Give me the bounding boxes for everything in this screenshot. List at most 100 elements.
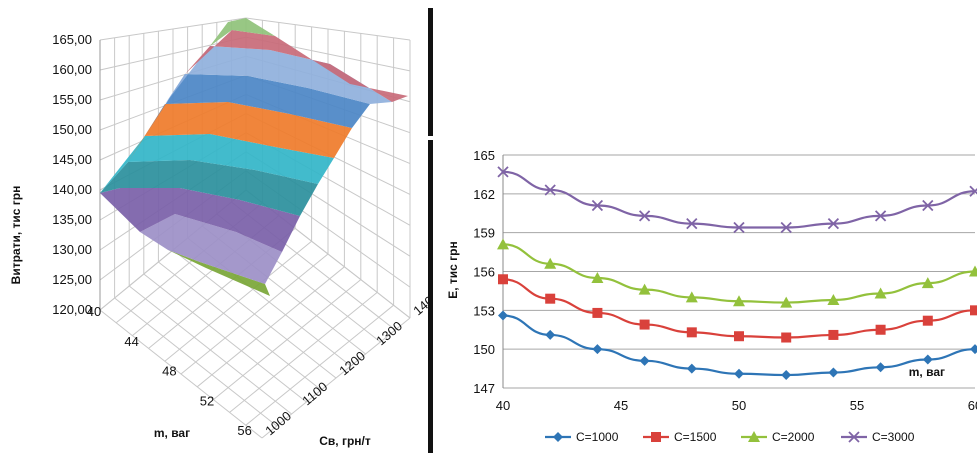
c-tick-label: 1100 — [299, 379, 330, 408]
legend: C=1000 C=1500 C=2000 C=3000 — [545, 430, 915, 444]
x-tick-label: 55 — [850, 398, 864, 413]
x-tick-label: 50 — [732, 398, 746, 413]
grid-line — [196, 266, 345, 388]
z-tick-label: 145,00 — [52, 152, 92, 167]
legend-marker — [848, 431, 860, 443]
data-point — [639, 319, 650, 330]
data-point — [922, 199, 934, 212]
surface-band — [128, 102, 352, 162]
data-point — [497, 166, 509, 178]
z-tick-label: 130,00 — [52, 242, 92, 257]
surface-band — [140, 214, 282, 284]
c-tick-label: 1400 — [410, 288, 428, 318]
z-tick-label: 120,00 — [52, 302, 92, 317]
y-tick-label: 150 — [473, 342, 495, 357]
data-point — [734, 368, 744, 379]
data-point — [638, 210, 651, 222]
z-tick-label: 160,00 — [52, 62, 92, 77]
surface-band — [210, 18, 275, 46]
legend-item: C=3000 — [841, 430, 915, 444]
data-point — [686, 363, 697, 374]
y-tick-label: 147 — [473, 381, 495, 396]
data-point — [874, 287, 887, 299]
x-tick-labels: 40 45 50 55 60 — [496, 398, 977, 413]
data-point — [969, 185, 977, 197]
data-point — [828, 367, 839, 378]
data-point — [733, 295, 745, 307]
data-point — [874, 210, 887, 222]
data-point — [969, 265, 977, 277]
z-tick-label: 165,00 — [52, 32, 92, 47]
y-axis-title: Е, тис грн — [446, 241, 460, 299]
data-point — [544, 257, 557, 269]
m-tick-label: 56 — [237, 423, 251, 438]
legend-marker — [553, 432, 563, 442]
surface-chart: 120,00 125,00 130,00 135,00 140,00 145,00 150,… — [0, 0, 442, 453]
data-point — [685, 291, 698, 303]
y-tick-label: 156 — [473, 265, 495, 280]
x-tick-label: 40 — [496, 398, 510, 413]
data-point — [827, 293, 840, 305]
surface-band — [165, 46, 392, 104]
data-point — [591, 199, 604, 212]
z-axis-title: Витрати, тис грн — [9, 186, 23, 285]
data-point — [921, 277, 934, 289]
data-point — [639, 355, 650, 366]
data-point — [780, 221, 792, 234]
grid-line — [172, 249, 337, 379]
legend-item: C=2000 — [741, 430, 815, 444]
data-point — [781, 370, 792, 381]
data-point — [828, 329, 839, 340]
data-point — [545, 329, 556, 340]
surface-band — [185, 30, 408, 102]
z-tick-label: 125,00 — [52, 272, 92, 287]
m-tick-labels: 40 44 48 52 56 — [87, 304, 252, 438]
data-point — [686, 327, 697, 338]
legend-label: C=1000 — [576, 430, 619, 444]
series-C=3000 — [497, 166, 977, 234]
y-tick-label: 153 — [473, 303, 495, 318]
data-point — [970, 305, 977, 316]
legend-label: C=2000 — [772, 430, 815, 444]
series-C=1500 — [498, 274, 977, 343]
m-tick-label: 52 — [200, 393, 214, 408]
grid-line — [229, 292, 378, 413]
surface-band — [100, 160, 318, 216]
data-point — [497, 238, 509, 250]
data-point — [686, 217, 698, 230]
surface-band — [100, 134, 334, 193]
m-tick-label: 44 — [124, 334, 138, 349]
x-tick-label: 60 — [968, 398, 977, 413]
y-tick-labels: 147 150 153 156 159 162 165 — [473, 148, 495, 396]
series-line — [502, 243, 976, 304]
legend-marker — [651, 432, 661, 442]
data-point — [875, 362, 886, 373]
surface-band — [145, 74, 370, 136]
panel-divider — [428, 140, 433, 453]
data-point — [592, 344, 603, 355]
line-chart-svg: 147 150 153 156 159 162 165 40 45 50 55 60 Е, тис … — [446, 148, 977, 444]
panel-divider — [428, 8, 433, 136]
data-point — [780, 296, 793, 308]
c-axis-title: Св, грн/т — [319, 434, 371, 448]
series-group — [497, 166, 977, 381]
legend-item: C=1500 — [643, 430, 717, 444]
x-axis-title: m, ваг — [909, 365, 945, 379]
series-line — [502, 170, 976, 229]
surface-band — [100, 188, 300, 252]
surface-band — [168, 250, 270, 296]
data-point — [875, 324, 886, 335]
data-point — [733, 221, 745, 234]
z-tick-label: 155,00 — [52, 92, 92, 107]
data-point — [922, 315, 933, 326]
data-point — [592, 307, 603, 318]
data-point — [591, 271, 604, 283]
grid-line — [245, 304, 394, 426]
x-tick-label: 45 — [614, 398, 628, 413]
z-tick-label: 150,00 — [52, 122, 92, 137]
m-tick-label: 48 — [162, 364, 176, 379]
m-axis-title: m, ваг — [154, 426, 190, 440]
legend-marker — [748, 431, 760, 442]
surface-bands — [100, 18, 408, 296]
